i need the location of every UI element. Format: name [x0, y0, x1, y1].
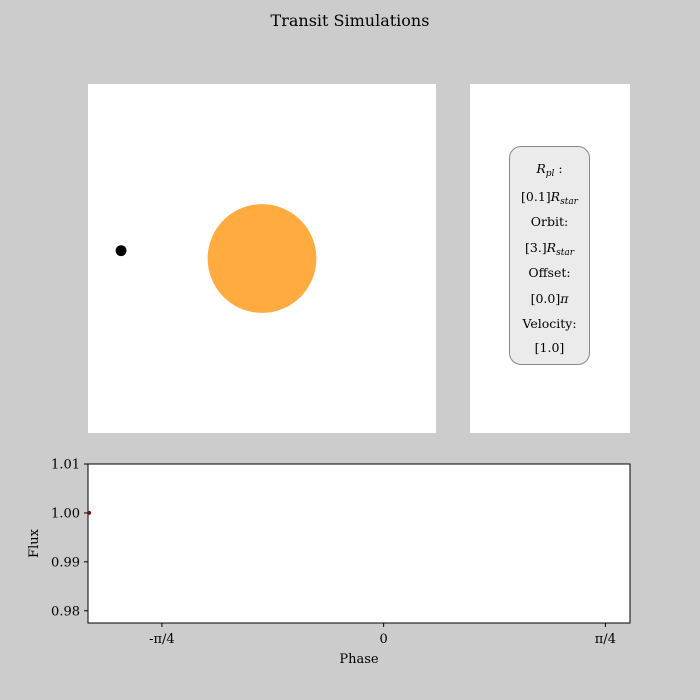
y-axis-label: Flux: [27, 528, 42, 558]
x-tick-label-1: 0: [380, 632, 388, 647]
info-panel: Rpl : [0.1]Rstar Orbit: [3.]Rstar Offset…: [470, 84, 630, 433]
planet-body: [115, 245, 127, 257]
velocity-label: Velocity:: [522, 316, 577, 331]
flux-plot-area: [87, 463, 631, 624]
star-body: [207, 204, 317, 313]
rpl-value: [0.1]Rstar: [521, 189, 578, 207]
simulation-panel: [88, 84, 436, 433]
velocity-value: [1.0]: [534, 340, 565, 355]
y-tick-label-2: 1.00: [51, 506, 80, 521]
orbit-label: Orbit:: [530, 214, 569, 229]
offset-label: Offset:: [528, 265, 571, 280]
figure-title: Transit Simulations: [270, 11, 430, 30]
orbit-value: [3.]Rstar: [524, 240, 574, 258]
x-axis-label: Phase: [339, 652, 379, 667]
y-tick-label-3: 1.01: [51, 458, 80, 473]
y-tick-label-0: 0.98: [51, 604, 80, 619]
x-tick-label-2: π/4: [595, 632, 616, 647]
y-tick-label-1: 0.99: [51, 555, 80, 570]
x-tick-label-0: -π/4: [149, 632, 175, 647]
flux-point-0-0: [87, 510, 91, 515]
simulation-canvas: [115, 204, 317, 313]
rpl-label: Rpl :: [536, 161, 563, 179]
offset-value: [0.0]π: [530, 291, 569, 306]
parameter-box: Rpl : [0.1]Rstar Orbit: [3.]Rstar Offset…: [509, 146, 590, 365]
